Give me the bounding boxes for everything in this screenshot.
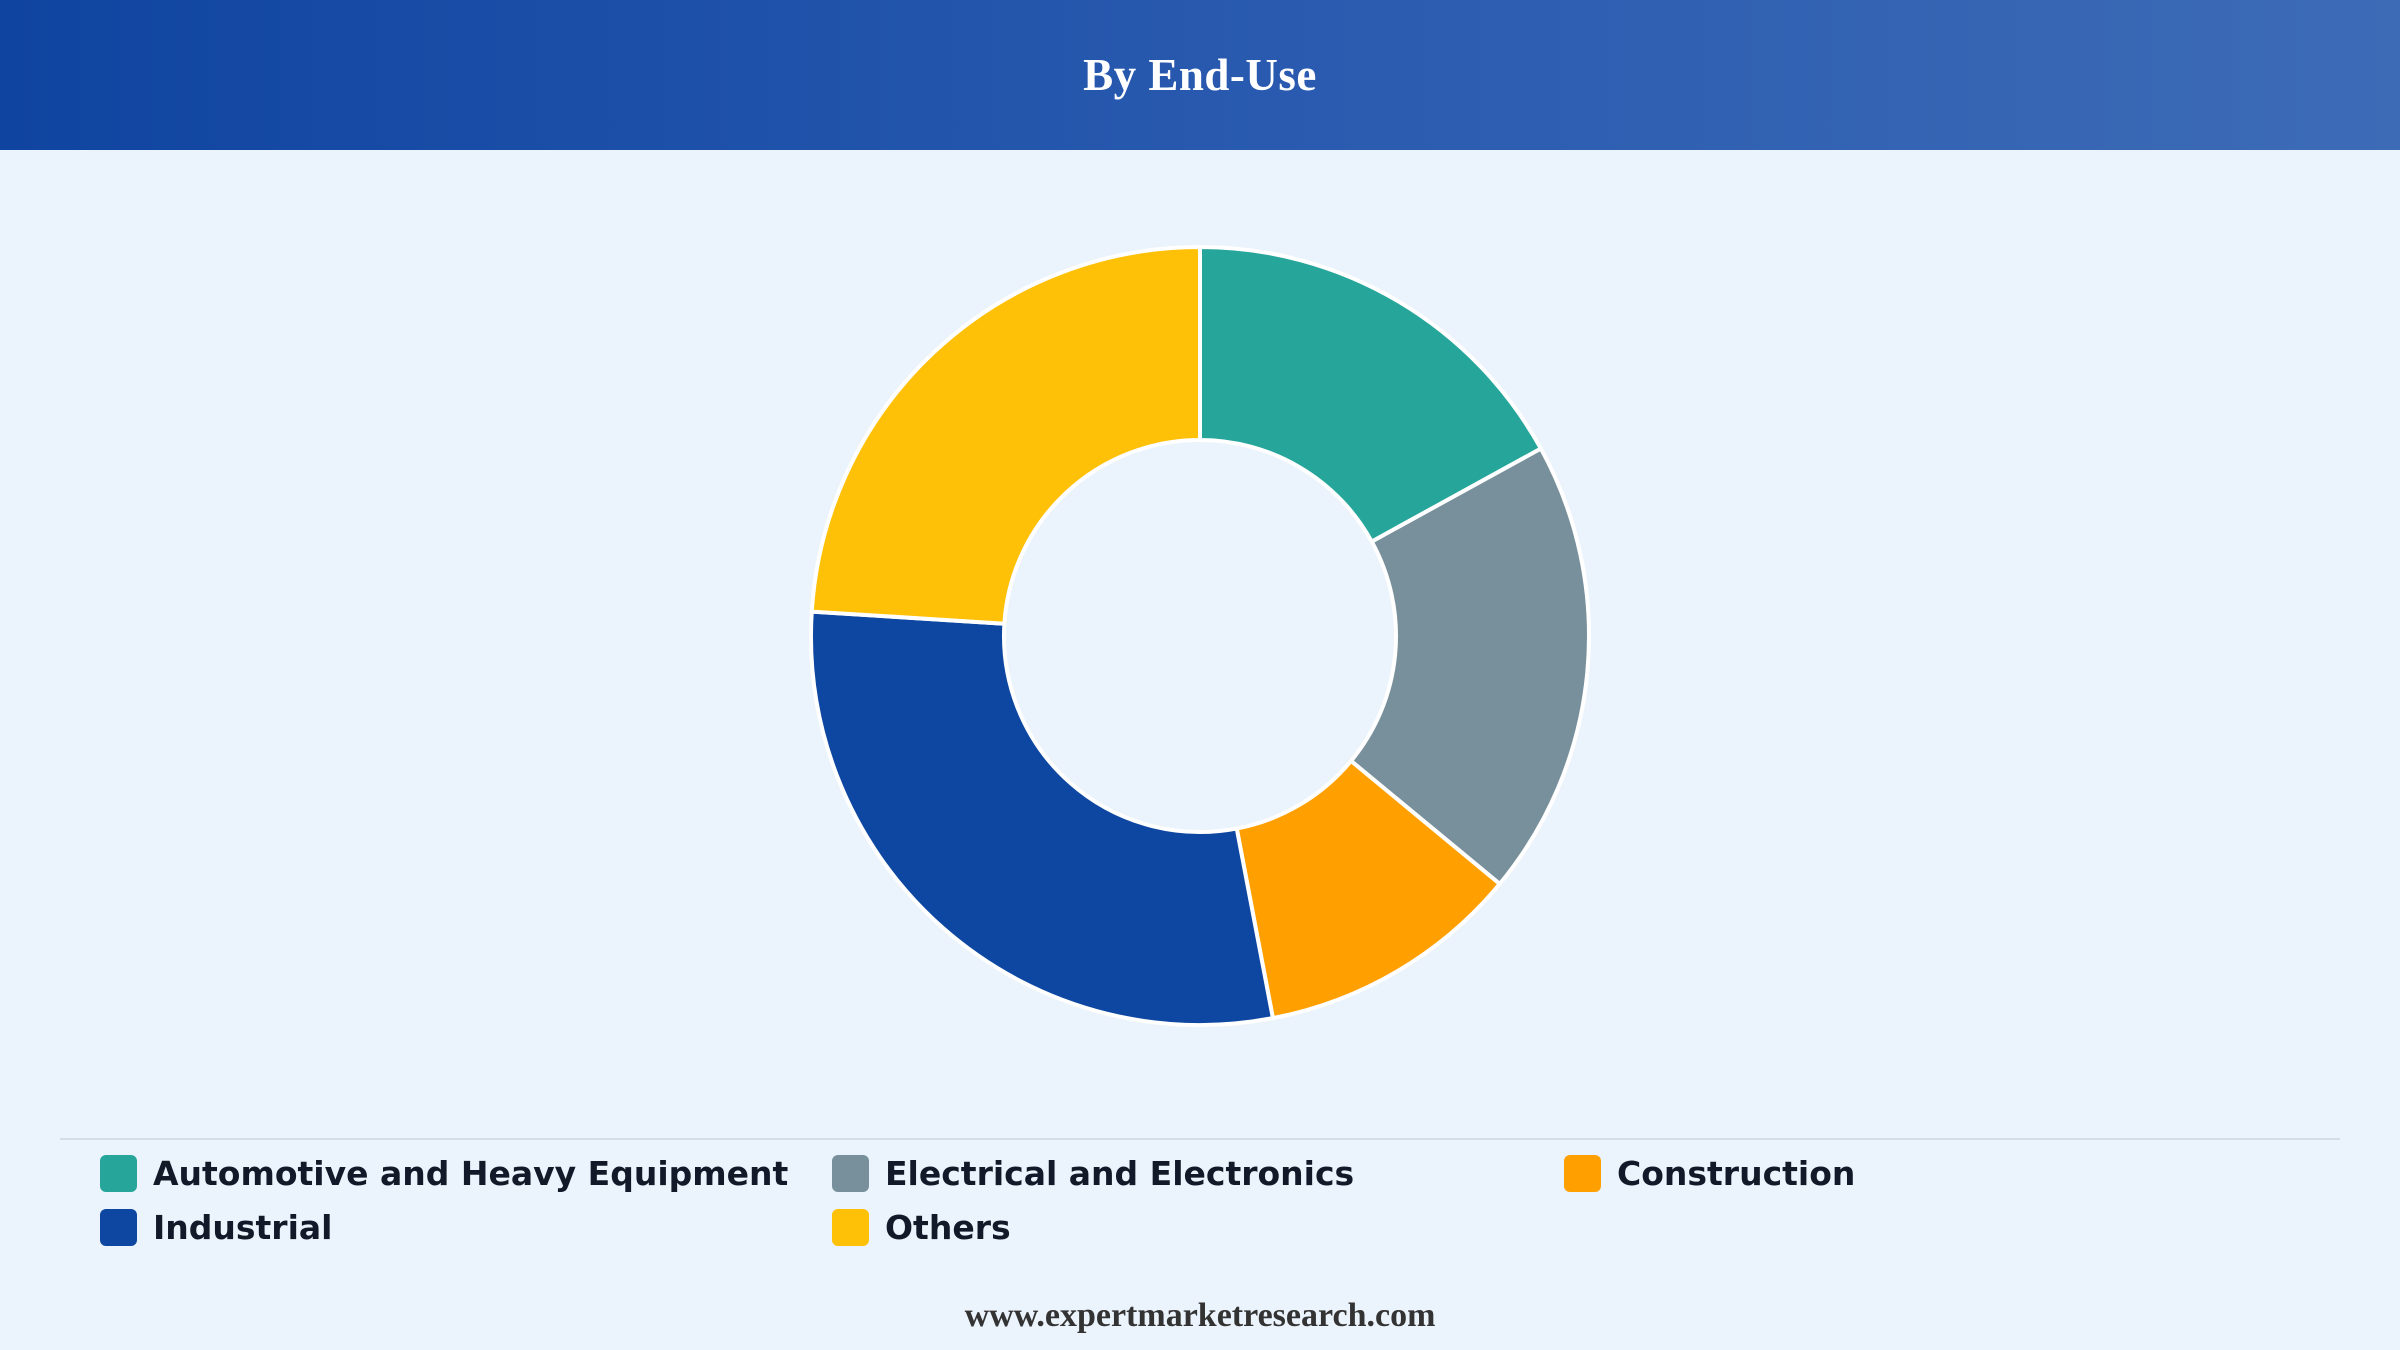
legend-divider	[60, 1138, 2340, 1140]
legend-swatch	[1564, 1155, 1601, 1192]
legend-item-automotive-and-heavy-equipment[interactable]: Automotive and Heavy Equipment	[100, 1154, 832, 1193]
chart-title: By End-Use	[1083, 50, 1317, 100]
donut-slice-automotive-and-heavy-equipment[interactable]	[1198, 245, 1543, 544]
legend-swatch	[100, 1209, 137, 1246]
donut-slice-industrial[interactable]	[809, 609, 1275, 1027]
legend-label: Construction	[1617, 1154, 1856, 1193]
legend-item-construction[interactable]: Construction	[1564, 1154, 2296, 1193]
chart-header: By End-Use	[0, 0, 2400, 150]
chart-area	[0, 150, 2400, 1130]
donut-slice-construction[interactable]	[1234, 758, 1502, 1021]
legend-item-electrical-and-electronics[interactable]: Electrical and Electronics	[832, 1154, 1564, 1193]
donut-chart	[809, 245, 1591, 1027]
legend-swatch	[832, 1155, 869, 1192]
donut-slice-others[interactable]	[809, 245, 1202, 626]
legend-item-others[interactable]: Others	[832, 1208, 1564, 1247]
legend-item-industrial[interactable]: Industrial	[100, 1208, 832, 1247]
legend-label: Others	[885, 1208, 1011, 1247]
source-footer: www.expertmarketresearch.com	[964, 1297, 1436, 1334]
chart-legend: Automotive and Heavy Equipment Electrical…	[100, 1154, 2300, 1247]
legend-swatch	[100, 1155, 137, 1192]
legend-label: Automotive and Heavy Equipment	[153, 1154, 789, 1193]
legend-swatch	[832, 1209, 869, 1246]
legend-label: Electrical and Electronics	[885, 1154, 1355, 1193]
legend-label: Industrial	[153, 1208, 333, 1247]
donut-slice-electrical-and-electronics[interactable]	[1349, 446, 1591, 886]
